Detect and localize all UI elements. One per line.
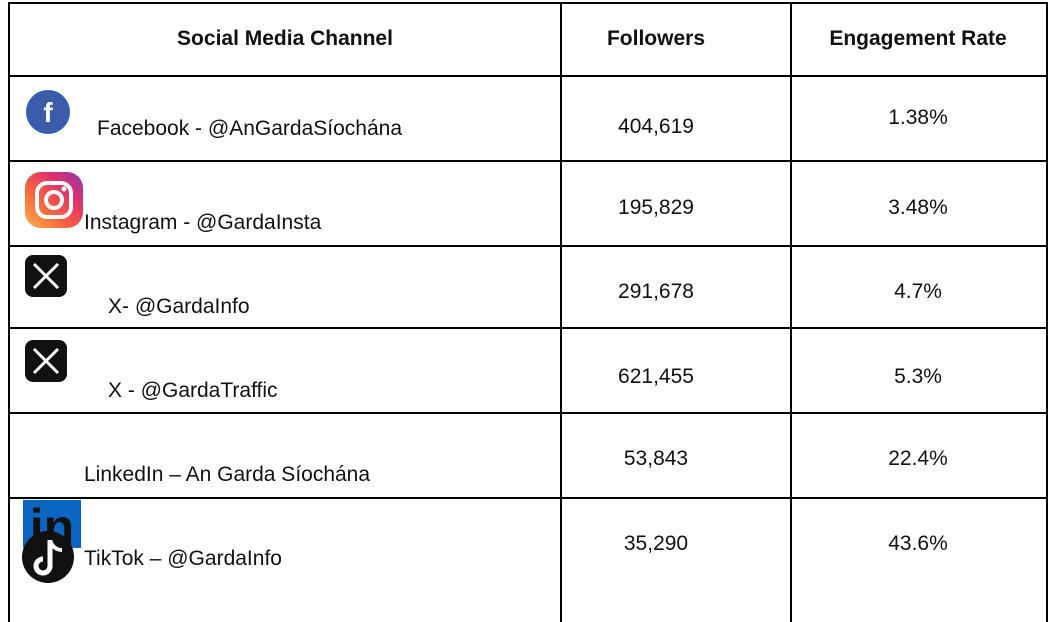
channel-cell: Instagram - @GardaInsta: [84, 211, 322, 234]
x-icon: [25, 255, 67, 297]
column-line: [560, 2, 562, 622]
followers-cell: 291,678: [618, 280, 694, 303]
channel-cell: Facebook - @AnGardaSíochána: [97, 117, 402, 140]
row-line: [8, 327, 1048, 329]
x-icon: [25, 340, 67, 382]
tiktok-icon: [22, 531, 74, 583]
engagement-cell: 43.6%: [888, 532, 948, 555]
row-line: [8, 2, 1048, 4]
column-line: [790, 2, 792, 622]
engagement-cell: 1.38%: [888, 106, 948, 129]
svg-text:f: f: [43, 97, 53, 128]
row-line: [8, 245, 1048, 247]
header-cell: Engagement Rate: [829, 27, 1007, 50]
engagement-cell: 22.4%: [888, 447, 948, 470]
followers-cell: 404,619: [618, 115, 694, 138]
channel-cell: LinkedIn – An Garda Síochána: [84, 463, 371, 486]
column-line: [1046, 2, 1048, 622]
followers-cell: 621,455: [618, 365, 694, 388]
channel-cell: TikTok – @GardaInfo: [84, 547, 282, 570]
followers-cell: 35,290: [623, 532, 689, 555]
engagement-cell: 5.3%: [894, 365, 942, 388]
row-line: [8, 160, 1048, 162]
column-line: [8, 2, 10, 622]
row-line: [8, 497, 1048, 499]
followers-cell: 195,829: [618, 196, 694, 219]
instagram-icon: [25, 172, 83, 228]
header-cell: Social Media Channel: [177, 27, 393, 50]
facebook-icon: f: [26, 90, 70, 134]
channel-cell: X - @GardaTraffic: [108, 379, 278, 402]
header-cell: Followers: [606, 27, 706, 50]
engagement-cell: 4.7%: [894, 280, 942, 303]
engagement-cell: 3.48%: [888, 196, 948, 219]
row-line: [8, 412, 1048, 414]
channel-cell: X- @GardaInfo: [108, 295, 250, 318]
row-line: [8, 75, 1048, 77]
followers-cell: 53,843: [623, 447, 689, 470]
